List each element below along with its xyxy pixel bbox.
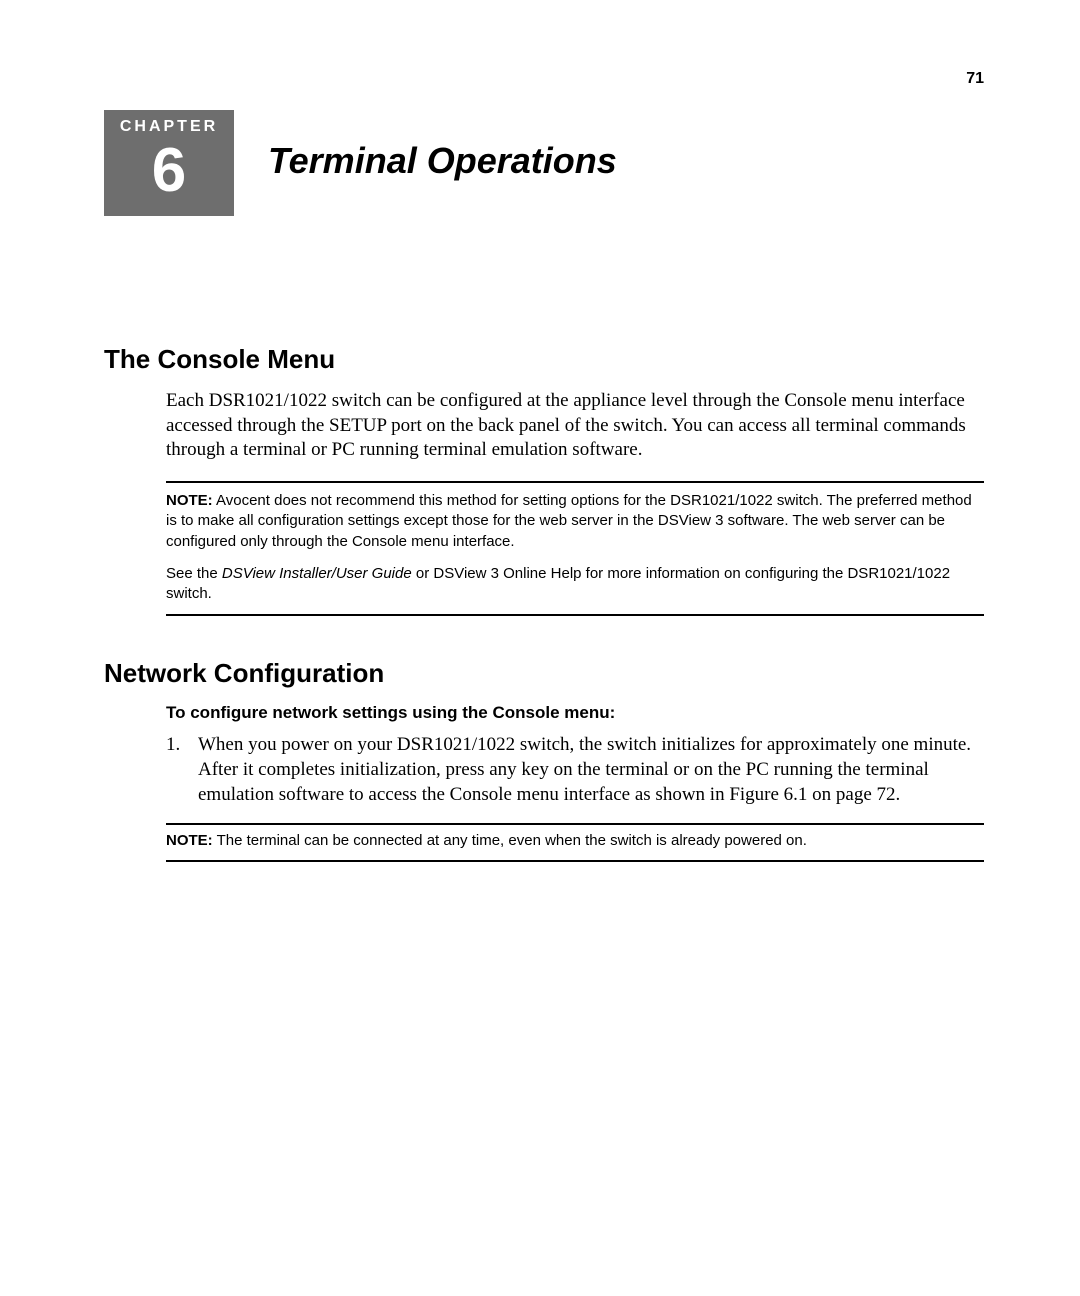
subheading: To configure network settings using the …: [166, 703, 990, 723]
note-prefix: NOTE:: [166, 492, 213, 509]
note-text-lead: See the: [166, 565, 222, 582]
list-body: When you power on your DSR1021/1022 swit…: [198, 733, 984, 807]
note-text: Avocent does not recommend this method f…: [166, 492, 972, 550]
section-console-menu: The Console Menu Each DSR1021/1022 switc…: [104, 344, 990, 616]
note-block: NOTE: Avocent does not recommend this me…: [166, 481, 984, 616]
section-heading: Network Configuration: [104, 658, 990, 689]
note-paragraph: NOTE: Avocent does not recommend this me…: [166, 491, 984, 552]
chapter-title: Terminal Operations: [268, 140, 617, 182]
section-heading: The Console Menu: [104, 344, 990, 375]
chapter-label: CHAPTER: [104, 110, 234, 136]
section-network-config: Network Configuration To configure netwo…: [104, 658, 990, 861]
note-paragraph: See the DSView Installer/User Guide or D…: [166, 564, 984, 605]
body-paragraph: Each DSR1021/1022 switch can be configur…: [166, 389, 984, 463]
chapter-number: 6: [104, 136, 234, 216]
chapter-header: CHAPTER 6 Terminal Operations: [104, 110, 990, 216]
ordered-list-item: 1. When you power on your DSR1021/1022 s…: [166, 733, 984, 807]
note-block: NOTE: The terminal can be connected at a…: [166, 823, 984, 861]
chapter-box: CHAPTER 6: [104, 110, 234, 216]
list-number: 1.: [166, 733, 198, 807]
note-text: The terminal can be connected at any tim…: [213, 832, 807, 849]
note-text-italic: DSView Installer/User Guide: [222, 565, 412, 582]
page-number: 71: [966, 70, 984, 88]
note-prefix: NOTE:: [166, 832, 213, 849]
page: 71 CHAPTER 6 Terminal Operations The Con…: [0, 0, 1080, 1296]
